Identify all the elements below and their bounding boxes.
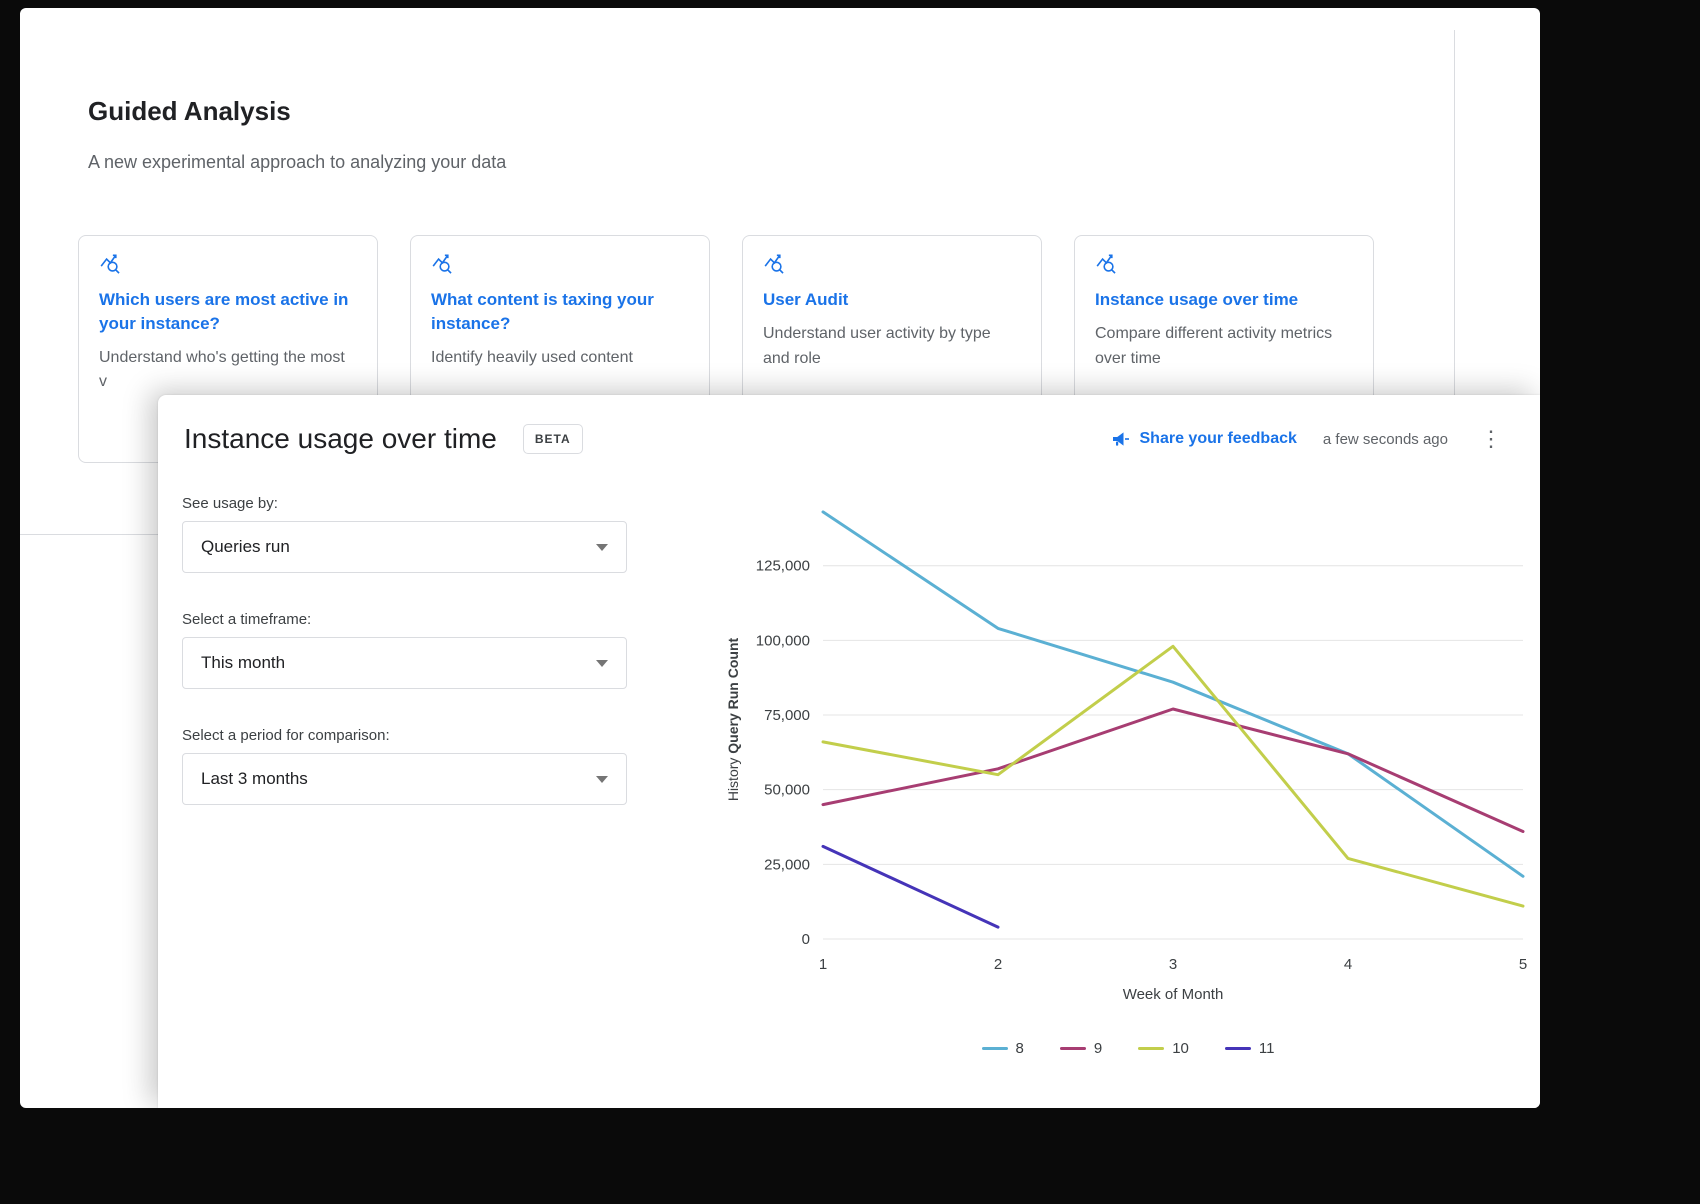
usage-by-value: Queries run — [201, 537, 290, 556]
trend-magnifier-icon — [1096, 254, 1116, 274]
instance-usage-panel: Instance usage over time BETA Share your… — [158, 395, 1540, 1108]
svg-text:100,000: 100,000 — [756, 632, 810, 649]
svg-text:125,000: 125,000 — [756, 558, 810, 575]
usage-by-label: See usage by: — [182, 495, 278, 512]
panel-header: Instance usage over time BETA Share your… — [184, 423, 1508, 455]
timeframe-value: This month — [201, 653, 286, 672]
svg-text:25,000: 25,000 — [764, 856, 810, 873]
svg-text:0: 0 — [802, 931, 810, 948]
card-description: Compare different activity metrics over … — [1095, 324, 1333, 367]
card-title: User Audit — [763, 290, 849, 309]
card-title: What content is taxing your instance? — [431, 290, 654, 333]
panel-title: Instance usage over time — [184, 423, 497, 454]
comparison-period-label: Select a period for comparison: — [182, 727, 390, 744]
usage-by-group: See usage by: Queries run — [182, 495, 627, 573]
legend-swatch — [1059, 1047, 1086, 1050]
legend-swatch — [981, 1047, 1008, 1050]
trend-magnifier-icon — [100, 254, 120, 274]
legend-item[interactable]: 11 — [1224, 1040, 1275, 1057]
card-description: Identify heavily used content — [431, 348, 633, 366]
app-page: Guided Analysis A new experimental appro… — [20, 8, 1540, 1108]
svg-text:1: 1 — [819, 956, 827, 973]
timeframe-label: Select a timeframe: — [182, 611, 312, 628]
legend-label: 8 — [1015, 1040, 1024, 1057]
usage-by-select[interactable]: Queries run — [182, 521, 627, 573]
legend-item[interactable]: 8 — [981, 1040, 1024, 1057]
timeframe-select[interactable]: This month — [182, 637, 627, 689]
chart-legend: 8 9 10 11 — [718, 1040, 1538, 1057]
share-feedback-link[interactable]: Share your feedback — [1111, 429, 1297, 449]
card-title: Which users are most active in your inst… — [99, 290, 349, 333]
chevron-down-icon — [596, 543, 608, 551]
card-description: Understand who's getting the most v — [99, 348, 345, 391]
legend-swatch — [1224, 1047, 1251, 1050]
trend-magnifier-icon — [432, 254, 452, 274]
svg-text:2: 2 — [994, 956, 1002, 973]
comparison-period-select[interactable]: Last 3 months — [182, 753, 627, 805]
chevron-down-icon — [596, 775, 608, 783]
svg-text:History Query Run Count: History Query Run Count — [725, 637, 741, 801]
comparison-period-group: Select a period for comparison: Last 3 m… — [182, 727, 627, 805]
chevron-down-icon — [596, 659, 608, 667]
page-subtitle: A new experimental approach to analyzing… — [88, 152, 507, 172]
svg-text:3: 3 — [1169, 956, 1177, 973]
legend-item[interactable]: 9 — [1059, 1040, 1103, 1057]
megaphone-icon — [1112, 432, 1129, 446]
timeframe-group: Select a timeframe: This month — [182, 611, 627, 689]
card-description: Understand user activity by type and rol… — [763, 324, 991, 367]
chart-controls: See usage by: Queries run Select a timef… — [182, 495, 627, 843]
legend-label: 10 — [1172, 1040, 1189, 1057]
usage-line-chart[interactable]: 0 25,000 50,000 75,000 100,000 125,000 1 2 3 4 5 We… — [718, 482, 1538, 1027]
svg-text:5: 5 — [1519, 956, 1527, 973]
svg-text:75,000: 75,000 — [764, 707, 810, 724]
page-title: Guided Analysis — [88, 96, 291, 126]
svg-text:4: 4 — [1344, 956, 1352, 973]
last-updated-timestamp: a few seconds ago — [1322, 430, 1448, 448]
trend-magnifier-icon — [764, 254, 784, 274]
comparison-period-value: Last 3 months — [201, 769, 308, 788]
svg-text:50,000: 50,000 — [764, 782, 810, 799]
beta-badge: BETA — [522, 424, 583, 454]
legend-label: 11 — [1258, 1040, 1275, 1057]
share-feedback-label: Share your feedback — [1139, 430, 1297, 447]
legend-label: 9 — [1093, 1040, 1103, 1057]
legend-swatch — [1138, 1047, 1165, 1050]
svg-text:Week of Month: Week of Month — [1123, 986, 1224, 1003]
kebab-menu-icon[interactable]: ⋮ — [1480, 426, 1502, 451]
card-title: Instance usage over time — [1095, 290, 1299, 309]
legend-item[interactable]: 10 — [1138, 1040, 1189, 1057]
